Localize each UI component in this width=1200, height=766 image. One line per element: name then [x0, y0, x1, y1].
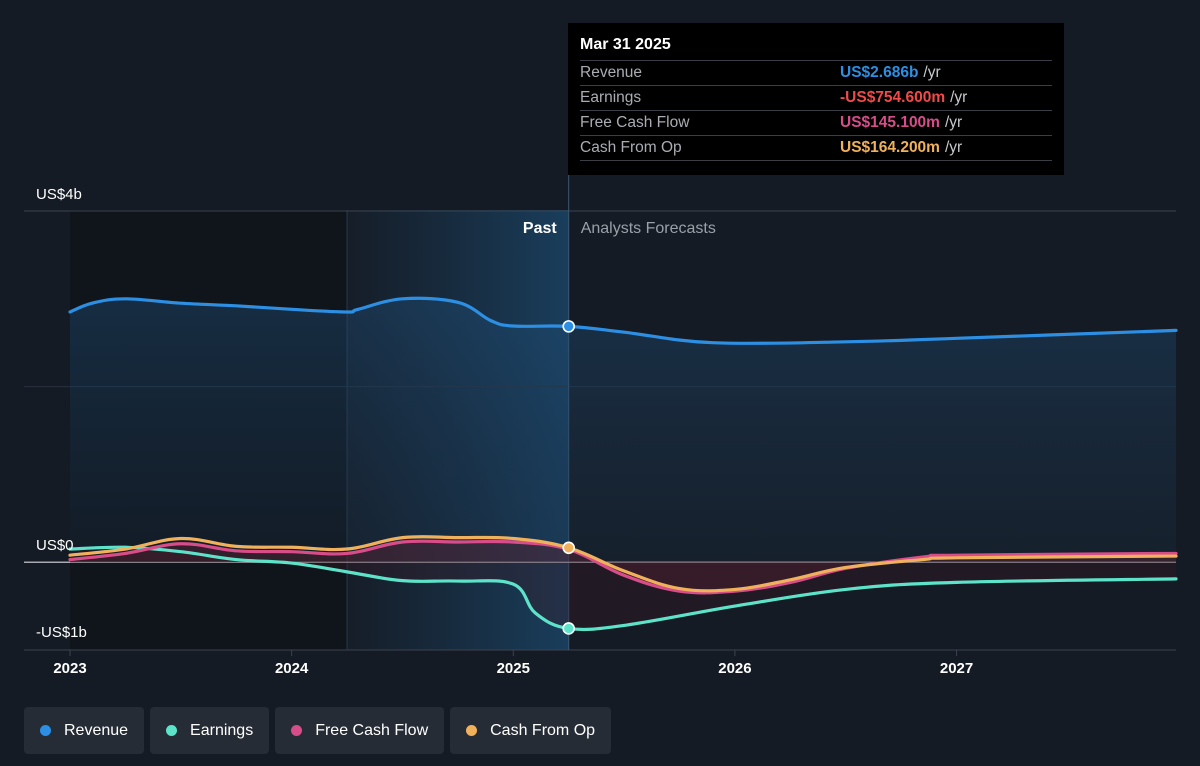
x-axis-tick-label: 2024	[275, 660, 309, 677]
tooltip-series-name: Free Cash Flow	[580, 114, 690, 131]
earnings-area	[70, 547, 1176, 630]
legend-label: Revenue	[64, 721, 129, 739]
series-line-revenue	[68, 296, 1178, 346]
tooltip-series-value: US$2.686b	[840, 64, 919, 81]
legend-dot-icon	[466, 725, 478, 736]
tooltip-series-name: Earnings	[580, 89, 642, 106]
legend-dot-icon	[166, 725, 178, 736]
tooltip-series-name: Cash From Op	[580, 139, 682, 156]
tooltip-series-unit: /yr	[923, 64, 941, 81]
tooltip-date: Mar 31 2025	[580, 36, 671, 53]
legend-item-earnings[interactable]: Earnings	[150, 707, 270, 754]
y-axis-tick-label: -US$1b	[36, 624, 87, 641]
legend-dot-icon	[40, 725, 51, 736]
marker-earnings	[562, 622, 575, 635]
y-axis-tick-label: US$0	[36, 537, 74, 554]
legend-label: Free Cash Flow	[315, 721, 429, 739]
legend-dot-icon	[291, 725, 303, 736]
tooltip-row-free-cash-flow: Free Cash Flow US$145.100m /yr	[580, 110, 1052, 135]
legend-label: Cash From Op	[490, 721, 596, 739]
tooltip-series-unit: /yr	[944, 114, 963, 131]
y-axis-tick-label: US$4b	[36, 186, 82, 203]
legend-item-cash-from-op[interactable]: Cash From Op	[450, 707, 612, 754]
legend-item-free-cash-flow[interactable]: Free Cash Flow	[275, 707, 445, 754]
x-axis-tick-label: 2026	[718, 660, 751, 677]
legend: Revenue Earnings Free Cash Flow Cash Fro…	[24, 707, 612, 754]
tooltip: Mar 31 2025 Revenue US$2.686b /yr Earnin…	[568, 23, 1064, 175]
tooltip-series-name: Revenue	[580, 64, 643, 81]
x-axis-tick-label: 2023	[53, 660, 86, 677]
x-axis-tick-label: 2027	[940, 660, 973, 677]
tooltip-row-revenue: Revenue US$2.686b /yr	[580, 60, 1052, 85]
tooltip-row-cash-from-op: Cash From Op US$164.200m /yr	[580, 135, 1052, 161]
forecast-label: Analysts Forecasts	[581, 220, 716, 237]
tooltip-series-value: US$145.100m	[840, 114, 940, 131]
x-axis-tick-label: 2025	[497, 660, 530, 677]
tooltip-series-value: -US$754.600m	[840, 89, 946, 106]
series-line-earnings	[68, 545, 1178, 632]
legend-item-revenue[interactable]: Revenue	[24, 707, 145, 754]
revenue-area	[70, 298, 1176, 563]
past-label: Past	[523, 220, 557, 237]
marker-cash-from-op	[562, 541, 575, 555]
legend-label: Earnings	[190, 721, 254, 739]
tooltip-series-value: US$164.200m	[840, 139, 940, 156]
tooltip-series-unit: /yr	[944, 139, 963, 156]
tooltip-series-unit: /yr	[950, 89, 968, 106]
tooltip-row-earnings: Earnings -US$754.600m /yr	[580, 85, 1052, 110]
marker-revenue	[562, 320, 575, 333]
chart-canvas: US$4b US$0 -US$1b 2023 2024 2025 2026 2027 Past A…	[24, 23, 1178, 677]
